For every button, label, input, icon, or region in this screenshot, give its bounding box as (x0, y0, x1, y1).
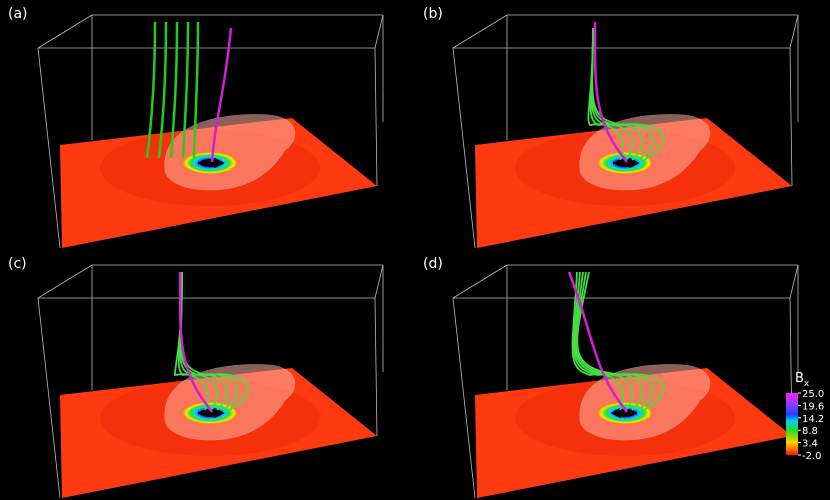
panel-label: (a) (8, 6, 28, 22)
arrow (198, 407, 225, 419)
colorbar-tick-label: 8.8 (802, 426, 818, 437)
panel-label: (d) (423, 256, 443, 272)
colorbar-tick-label: 25.0 (802, 389, 824, 400)
box-edge (452, 47, 476, 249)
field-line (192, 21, 200, 159)
colorbar-tick-label: 14.2 (802, 414, 824, 425)
field-line (571, 271, 625, 411)
field-line (145, 21, 157, 159)
panel: (a) (8, 6, 384, 249)
colorbar-gradient (786, 393, 798, 455)
box-edge (452, 14, 508, 49)
box-edge (374, 264, 384, 299)
magenta-field-line (210, 27, 233, 163)
arrow (198, 157, 225, 169)
colorbar-tick-label: 19.6 (802, 401, 824, 412)
box-edge (452, 297, 476, 499)
field-line (181, 21, 190, 159)
field-line (576, 271, 664, 411)
colorbar: Bx 25.019.6 14.28.8 3.4-2.0 (786, 371, 824, 462)
field-line (572, 271, 634, 411)
arrow (613, 157, 640, 169)
magenta-field-line (178, 271, 213, 413)
box-edge (374, 297, 378, 437)
box-edge (37, 297, 61, 499)
box-edge (37, 264, 93, 299)
panel-label: (c) (8, 256, 27, 272)
field-line (157, 21, 168, 159)
box-edge (452, 264, 508, 299)
colorbar-subscript: x (804, 379, 810, 389)
magenta-field-line (567, 271, 628, 413)
panel: (b) (423, 6, 799, 249)
colorbar-title: Bx (795, 371, 810, 389)
field-line (169, 21, 179, 159)
box-edge (374, 47, 378, 187)
box-edge (789, 14, 799, 49)
box-edge (789, 264, 799, 299)
panel: (d) (423, 256, 799, 499)
box-edge (789, 47, 793, 187)
field-line (574, 271, 644, 411)
panel-label: (b) (423, 6, 443, 22)
colorbar-tick-label: 3.4 (802, 439, 818, 450)
arrow (610, 407, 637, 419)
field-line (575, 271, 654, 411)
magenta-field-line (593, 21, 628, 163)
colorbar-symbol: B (795, 371, 804, 386)
box-edge (37, 14, 93, 49)
colorbar-tick-label: -2.0 (802, 451, 822, 462)
panel: (c) (8, 256, 384, 499)
box-edge (374, 14, 384, 49)
box-edge (37, 47, 61, 249)
field-line (591, 27, 664, 161)
